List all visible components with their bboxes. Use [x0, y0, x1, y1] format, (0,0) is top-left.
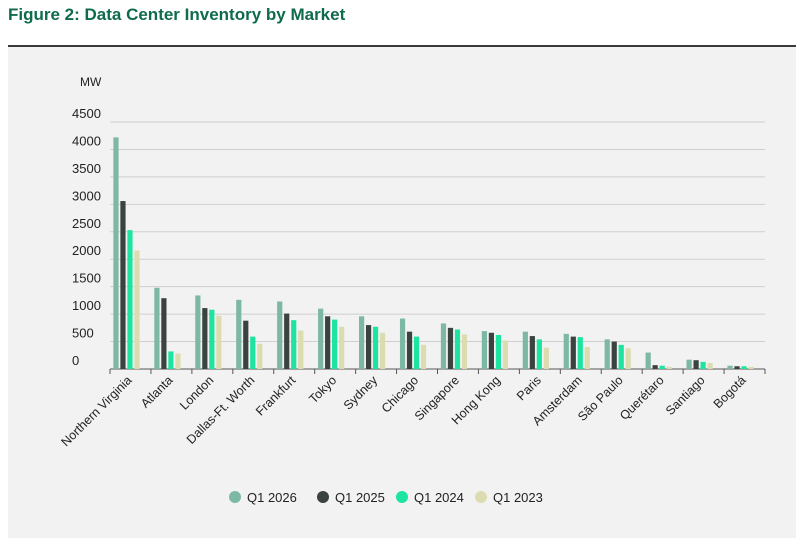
legend-swatch	[475, 491, 487, 503]
bar	[577, 337, 583, 369]
bar	[332, 319, 338, 369]
bar	[536, 339, 542, 369]
x-category-label: Santiago	[663, 373, 708, 418]
bar	[236, 299, 242, 369]
bar	[686, 359, 692, 369]
x-category-label: Frankfurt	[253, 373, 299, 419]
bar	[584, 347, 590, 369]
bar	[358, 316, 365, 369]
legend-label: Q1 2026	[247, 490, 297, 505]
x-category-label: Northern Virginia	[59, 373, 135, 449]
bar	[488, 332, 495, 369]
bar	[202, 308, 208, 369]
bar	[741, 366, 747, 369]
y-tick-label: 3500	[72, 161, 101, 176]
bar	[563, 333, 569, 369]
y-tick-label: 3000	[72, 188, 101, 203]
figure-title: Figure 2: Data Center Inventory by Marke…	[8, 5, 346, 24]
bar	[243, 320, 249, 369]
bar	[318, 308, 324, 369]
bar	[250, 336, 256, 369]
bar	[195, 295, 201, 369]
bar	[495, 334, 502, 369]
bar	[543, 347, 549, 369]
y-tick-label: 4500	[72, 106, 101, 121]
bar	[440, 323, 447, 369]
bar	[365, 325, 372, 369]
bar	[659, 365, 665, 369]
bar	[379, 332, 386, 369]
bar	[502, 340, 509, 369]
bar	[604, 339, 610, 369]
legend-label: Q1 2024	[414, 490, 464, 505]
bar	[522, 331, 528, 369]
x-category-label: São Paulo	[575, 373, 626, 424]
bar	[666, 366, 672, 369]
x-category-label: Sydney	[341, 373, 381, 413]
bar	[734, 366, 740, 369]
bar	[461, 334, 468, 369]
y-tick-label: 4000	[72, 133, 101, 148]
x-category-label: Bogotá	[711, 373, 749, 411]
bar	[372, 326, 379, 369]
bar	[399, 318, 406, 369]
bar	[175, 353, 181, 369]
bar	[257, 343, 263, 369]
bar	[447, 327, 454, 369]
bar	[529, 336, 535, 369]
x-category-label: London	[177, 373, 216, 412]
y-tick-label: 1500	[72, 271, 101, 286]
bar	[339, 326, 345, 369]
bar	[625, 348, 631, 369]
y-tick-label: 2500	[72, 216, 101, 231]
bar	[420, 344, 427, 369]
legend-label: Q1 2023	[493, 490, 543, 505]
bar	[748, 366, 754, 369]
y-tick-label: 2000	[72, 243, 101, 258]
x-category-label: Paris	[514, 373, 544, 403]
bar	[298, 330, 304, 369]
bar	[277, 301, 283, 369]
legend-swatch	[396, 491, 408, 503]
bar	[406, 331, 413, 369]
x-category-label: Tokyo	[306, 373, 339, 406]
bar	[611, 341, 617, 369]
bar	[113, 137, 119, 369]
bar	[127, 230, 133, 369]
bar	[284, 313, 290, 369]
bar	[645, 352, 651, 369]
bar	[652, 365, 658, 369]
bar	[481, 331, 488, 369]
bar	[209, 309, 215, 369]
bar	[727, 365, 733, 369]
y-axis-label: MW	[80, 75, 102, 89]
x-category-label: Querétaro	[617, 373, 667, 423]
bar	[570, 336, 576, 369]
bar	[325, 316, 331, 369]
title-divider	[8, 45, 796, 47]
y-tick-label: 0	[72, 353, 79, 368]
legend-swatch	[317, 491, 329, 503]
bar	[154, 287, 160, 369]
bar	[291, 320, 297, 369]
bar	[413, 336, 420, 369]
legend-label: Q1 2025	[335, 490, 385, 505]
bar	[707, 362, 713, 369]
bar	[120, 201, 126, 369]
bar	[216, 315, 222, 369]
bar	[693, 360, 699, 369]
bar	[454, 329, 461, 369]
bar	[700, 361, 706, 369]
y-tick-label: 1000	[72, 298, 101, 313]
bar	[134, 250, 140, 369]
x-category-label: Atlanta	[138, 373, 175, 410]
y-tick-label: 500	[72, 326, 94, 341]
bar	[168, 351, 174, 369]
bar	[618, 344, 624, 369]
bar	[161, 298, 167, 369]
legend-swatch	[229, 491, 241, 503]
